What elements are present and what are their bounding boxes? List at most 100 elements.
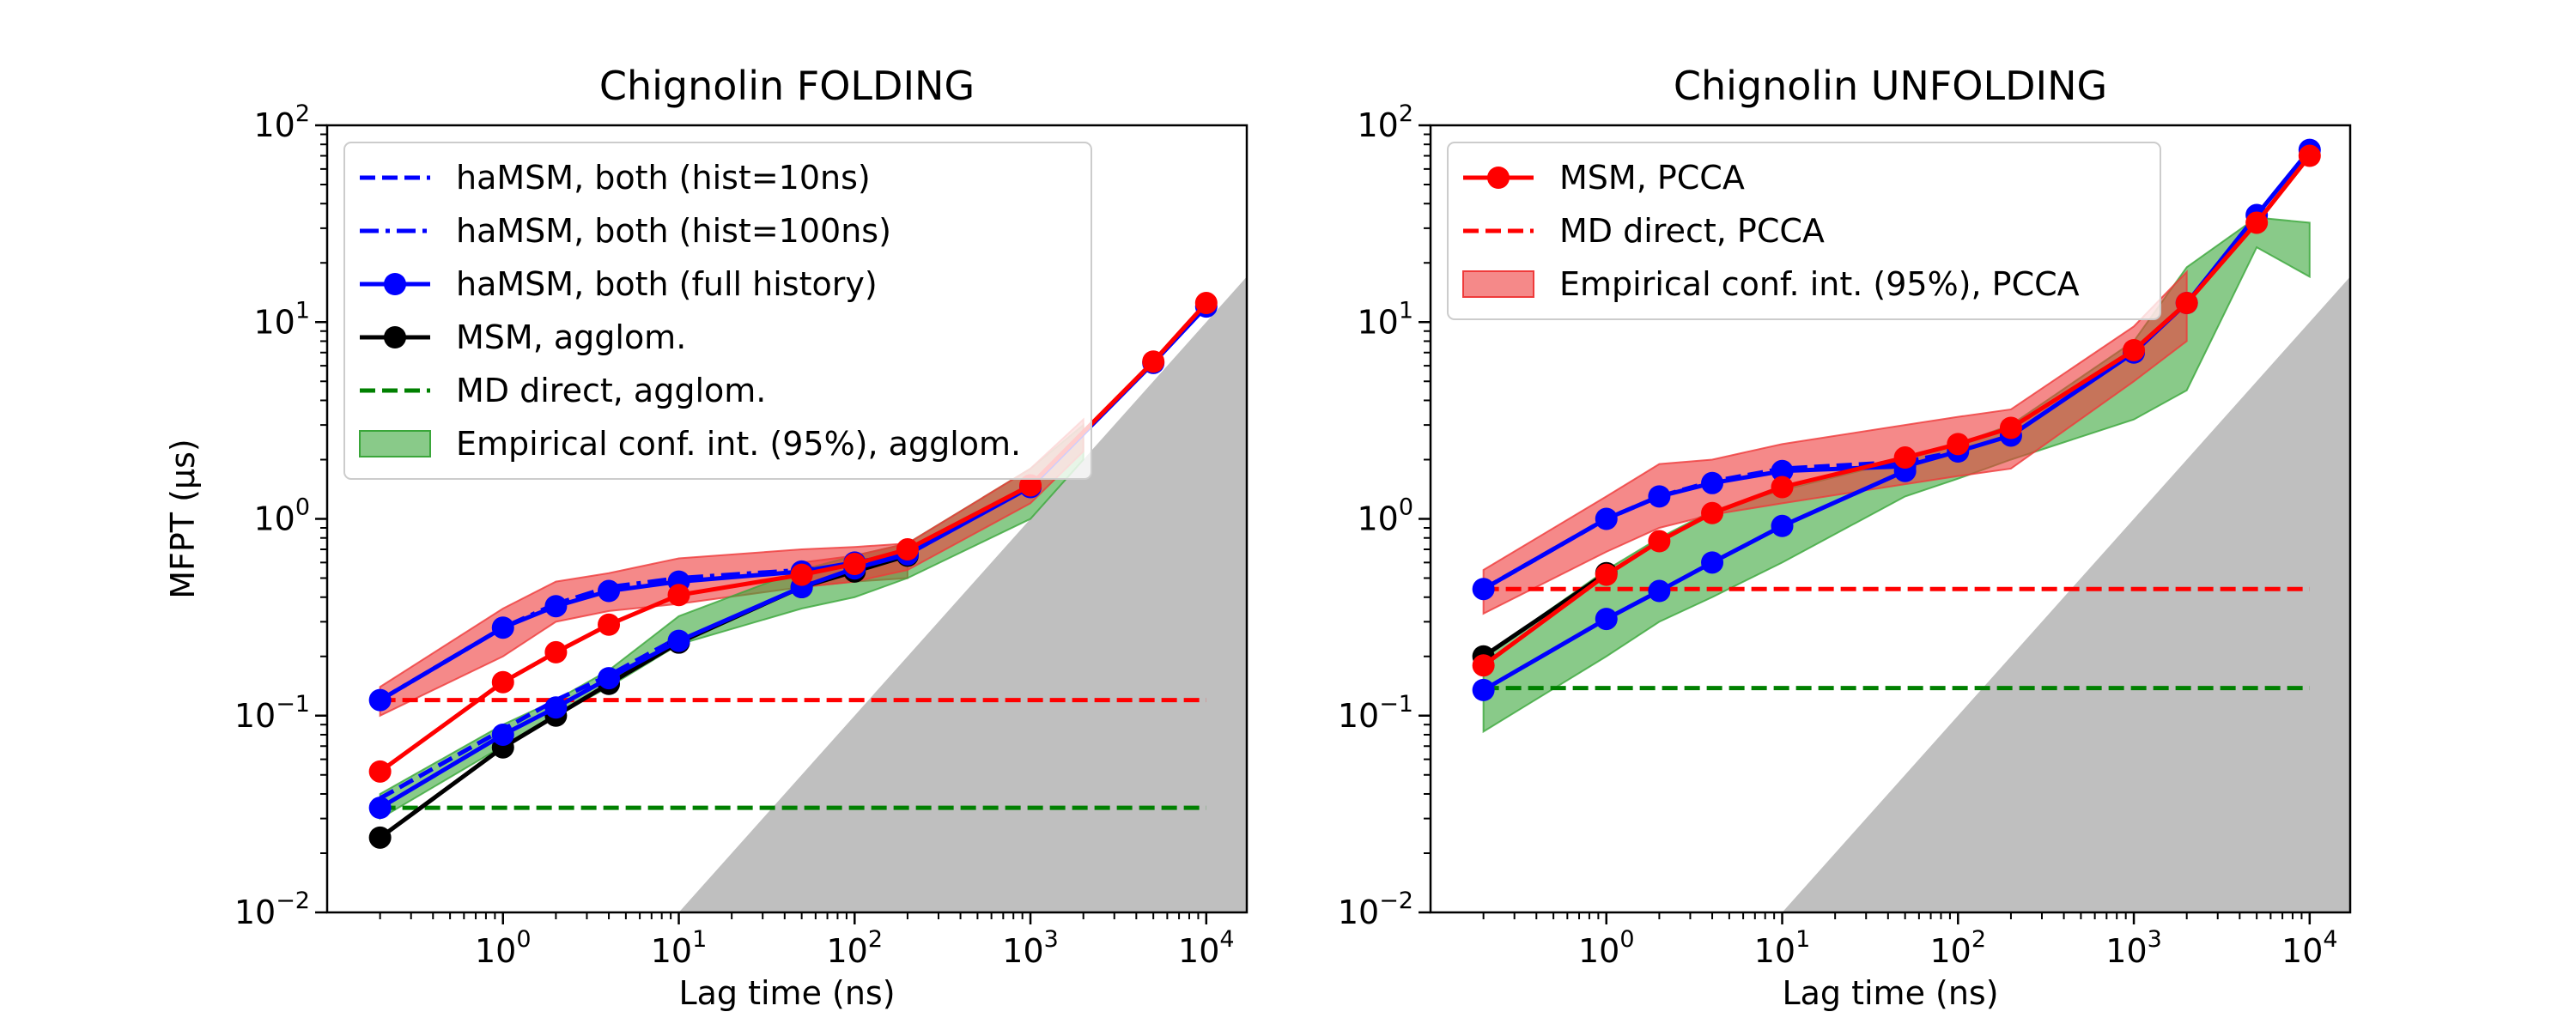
y-tick-label-exp: −1 bbox=[1379, 691, 1413, 718]
y-tick-label-exp: 2 bbox=[1399, 100, 1413, 127]
y-tick-label: 101 bbox=[1357, 297, 1413, 341]
y-tick-label: 101 bbox=[253, 297, 310, 341]
legend: haMSM, both (hist=10ns) haMSM, both (hist… bbox=[343, 142, 1092, 480]
chart-panel-1: 100 101 102 103 10410−210−1100101102Chignoli… bbox=[164, 63, 1249, 1012]
y-tick-label-base: 10 bbox=[1357, 500, 1398, 538]
x-tick-label: 103 bbox=[1002, 926, 1059, 970]
x-tick-label-exp: 0 bbox=[516, 926, 531, 953]
legend-item: Empirical conf. int. (95%), PCCA bbox=[1462, 265, 2080, 303]
y-tick-label: 10−2 bbox=[1338, 888, 1413, 931]
legend-marker bbox=[384, 326, 406, 348]
series-8-point bbox=[1142, 350, 1165, 373]
x-tick-label-exp: 4 bbox=[1219, 926, 1234, 953]
legend-label: MSM, agglom. bbox=[456, 318, 686, 356]
y-tick-label-base: 10 bbox=[1357, 303, 1398, 341]
y-tick-label-exp: −2 bbox=[276, 888, 310, 914]
x-tick-label: 100 bbox=[1578, 926, 1635, 970]
y-tick-label-exp: 1 bbox=[1399, 297, 1413, 324]
series-6-point bbox=[544, 696, 568, 719]
shaded-region bbox=[678, 276, 1247, 912]
series-6-point bbox=[667, 629, 690, 652]
y-tick-label-base: 10 bbox=[1338, 894, 1379, 931]
legend-item: MD direct, PCCA bbox=[1463, 212, 1825, 250]
x-tick-label-exp: 1 bbox=[692, 926, 707, 953]
legend-box bbox=[343, 142, 1092, 480]
x-tick-label-exp: 2 bbox=[1971, 926, 1986, 953]
legend-item: haMSM, both (hist=100ns) bbox=[360, 212, 891, 250]
x-tick-label: 102 bbox=[827, 926, 884, 970]
series-7-point bbox=[2245, 211, 2269, 234]
legend-label: haMSM, both (hist=10ns) bbox=[456, 159, 871, 197]
legend-label: Empirical conf. int. (95%), agglom. bbox=[456, 425, 1021, 463]
plot-area bbox=[368, 276, 1247, 912]
series-6-point bbox=[491, 723, 514, 746]
series-7-point bbox=[1771, 476, 1794, 499]
x-tick-label-exp: 3 bbox=[1044, 926, 1059, 953]
y-tick-label-exp: 2 bbox=[295, 100, 310, 127]
y-axis-label: MFPT (μs) bbox=[164, 439, 202, 598]
series-6-point bbox=[1472, 678, 1495, 701]
x-axis-label: Lag time (ns) bbox=[678, 974, 895, 1012]
series-7-point bbox=[1999, 416, 2022, 439]
series-line-6 bbox=[1482, 469, 1906, 693]
x-tick-label-base: 10 bbox=[1002, 932, 1043, 970]
x-tick-label-base: 10 bbox=[651, 932, 692, 970]
series-8-point bbox=[667, 584, 690, 607]
chart-title: Chignolin UNFOLDING bbox=[1674, 63, 2107, 109]
x-axis-label: Lag time (ns) bbox=[1782, 974, 1998, 1012]
series-8-point bbox=[368, 760, 392, 783]
y-tick-label-exp: −2 bbox=[1379, 888, 1413, 914]
y-tick-label: 100 bbox=[253, 494, 310, 538]
series-8-point bbox=[1194, 292, 1218, 315]
shaded-region bbox=[1782, 276, 2350, 912]
series-5-point bbox=[1701, 471, 1724, 494]
y-tick-label-exp: 0 bbox=[1399, 494, 1413, 521]
series-6-point bbox=[1701, 551, 1724, 574]
y-tick-label-exp: 0 bbox=[295, 494, 310, 521]
y-tick-label: 10−1 bbox=[1338, 691, 1413, 735]
series-8-point bbox=[896, 538, 919, 561]
y-tick-label-base: 10 bbox=[1357, 106, 1398, 144]
series-7-point bbox=[1472, 654, 1495, 677]
x-tick-label-base: 10 bbox=[827, 932, 868, 970]
chart-title: Chignolin FOLDING bbox=[599, 63, 975, 109]
series-6-point bbox=[1771, 514, 1794, 537]
x-tick-label-base: 10 bbox=[1578, 932, 1619, 970]
plot-area bbox=[1472, 138, 2350, 912]
series-5-point bbox=[1648, 485, 1671, 508]
y-tick-label-base: 10 bbox=[253, 500, 295, 538]
series-7-point bbox=[1595, 563, 1618, 586]
series-8-point bbox=[843, 553, 866, 576]
series-5-point bbox=[1472, 578, 1495, 601]
series-5-point bbox=[1595, 507, 1618, 530]
y-tick-label-exp: −1 bbox=[276, 691, 310, 718]
series-5-point bbox=[368, 826, 392, 849]
legend-label: MSM, PCCA bbox=[1559, 159, 1745, 197]
y-tick-label: 10−1 bbox=[234, 691, 310, 735]
legend-item: haMSM, both (hist=10ns) bbox=[360, 159, 871, 197]
series-line-3 bbox=[1482, 571, 1608, 658]
series-6-point bbox=[598, 667, 621, 690]
x-tick-label-base: 10 bbox=[1754, 932, 1795, 970]
series-7-point bbox=[544, 595, 568, 618]
legend-label: MD direct, agglom. bbox=[456, 372, 766, 409]
x-tick-label-base: 10 bbox=[2281, 932, 2323, 970]
y-tick-label-base: 10 bbox=[253, 106, 295, 144]
x-tick-label-exp: 0 bbox=[1619, 926, 1634, 953]
series-8-point bbox=[598, 613, 621, 636]
y-tick-label-base: 10 bbox=[234, 697, 276, 735]
legend-label: haMSM, both (full history) bbox=[456, 265, 878, 303]
series-7-point bbox=[1648, 530, 1671, 553]
y-tick-label-base: 10 bbox=[1338, 697, 1379, 735]
series-7-point bbox=[1701, 501, 1724, 524]
y-tick-label: 102 bbox=[1357, 100, 1413, 144]
x-tick-label-exp: 4 bbox=[2323, 926, 2337, 953]
series-6-point bbox=[368, 797, 392, 820]
legend-marker bbox=[384, 273, 406, 295]
legend-patch bbox=[359, 430, 431, 457]
legend-item: Empirical conf. int. (95%), agglom. bbox=[359, 425, 1021, 463]
series-7-point bbox=[368, 688, 392, 712]
x-tick-label: 102 bbox=[1930, 926, 1987, 970]
series-8-point bbox=[491, 670, 514, 694]
